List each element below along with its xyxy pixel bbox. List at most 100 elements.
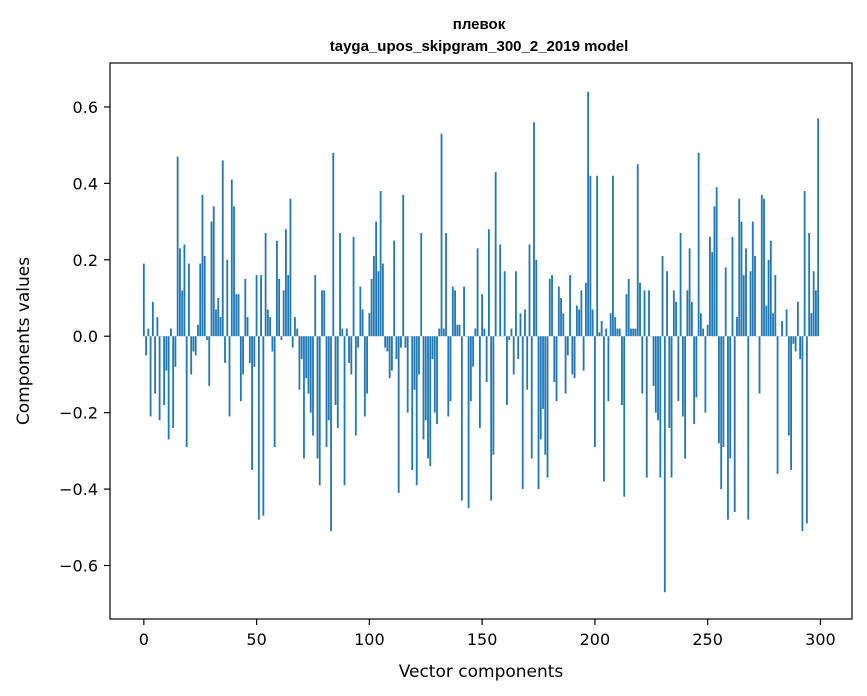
- bar: [722, 336, 725, 448]
- x-tick-label: 200: [580, 630, 611, 649]
- y-tick-label: 0.2: [73, 251, 98, 270]
- bar: [641, 336, 644, 394]
- bar: [544, 336, 547, 455]
- bar: [754, 255, 756, 337]
- x-tick-label: 250: [692, 630, 723, 649]
- bar: [303, 336, 305, 459]
- bar: [796, 301, 799, 337]
- bar: [458, 324, 461, 337]
- bar: [478, 336, 481, 428]
- bar: [767, 259, 770, 337]
- bar: [330, 336, 332, 532]
- bar: [431, 336, 434, 360]
- bar: [379, 191, 382, 337]
- bar: [185, 336, 188, 448]
- bar: [792, 336, 795, 344]
- bar: [738, 198, 741, 337]
- bar: [469, 336, 472, 402]
- bar: [593, 336, 596, 448]
- bar: [672, 290, 675, 337]
- bar: [760, 194, 763, 337]
- bar: [237, 294, 240, 337]
- bar: [654, 336, 657, 413]
- bar: [260, 275, 262, 337]
- bar: [713, 206, 716, 337]
- bar: [460, 336, 463, 501]
- bar: [262, 336, 265, 516]
- bar: [612, 175, 614, 337]
- bar: [609, 313, 612, 337]
- bar: [415, 336, 418, 486]
- bar: [318, 336, 321, 486]
- bar: [359, 286, 362, 337]
- bar: [476, 248, 479, 337]
- bar: [145, 336, 147, 356]
- bar: [578, 309, 580, 337]
- bar: [510, 328, 513, 337]
- bar: [269, 317, 272, 337]
- bar: [208, 336, 211, 386]
- bar: [440, 133, 443, 337]
- bar: [580, 290, 583, 337]
- y-tick-label: −0.6: [59, 557, 98, 576]
- bar: [163, 336, 166, 405]
- bar: [316, 336, 319, 459]
- bar: [287, 275, 290, 337]
- bar-series: [142, 91, 820, 593]
- bar: [546, 336, 549, 478]
- bar: [812, 271, 815, 337]
- bar: [704, 336, 707, 413]
- bar: [190, 336, 193, 375]
- bar: [266, 309, 269, 337]
- bar: [251, 336, 253, 470]
- bar: [490, 336, 493, 501]
- bar: [352, 236, 355, 337]
- bar: [553, 336, 556, 383]
- bar: [659, 336, 662, 478]
- bar: [745, 248, 747, 337]
- bar: [321, 290, 323, 337]
- bar: [575, 305, 578, 337]
- bar: [603, 336, 605, 482]
- bar: [699, 313, 702, 337]
- bar: [702, 328, 705, 337]
- y-tick-label: 0.6: [73, 98, 98, 117]
- chart-title-line2: tayga_upos_skipgram_300_2_2019 model: [330, 38, 629, 55]
- bar: [584, 282, 587, 337]
- bar: [623, 336, 626, 497]
- bar: [377, 271, 380, 337]
- bar: [206, 336, 208, 341]
- bar: [600, 320, 603, 337]
- bar: [217, 298, 220, 337]
- bar: [418, 336, 420, 375]
- bar: [485, 336, 488, 383]
- bar: [156, 317, 159, 337]
- bar: [542, 336, 544, 409]
- bar: [666, 271, 668, 337]
- bar: [670, 336, 673, 478]
- bar: [526, 336, 529, 390]
- bar: [765, 305, 768, 337]
- bar: [370, 278, 373, 337]
- bar: [201, 194, 204, 337]
- bar: [763, 198, 765, 337]
- bar: [573, 336, 576, 379]
- bar: [499, 244, 502, 337]
- bar: [711, 252, 714, 337]
- bar: [372, 255, 375, 337]
- x-tick-label: 300: [805, 630, 836, 649]
- x-tick-label: 150: [467, 630, 498, 649]
- bar: [715, 187, 718, 337]
- bar: [679, 233, 682, 337]
- bar: [564, 336, 567, 394]
- bar: [483, 328, 486, 337]
- bar: [246, 317, 249, 337]
- bar: [397, 336, 400, 493]
- bar: [742, 275, 745, 337]
- bar: [697, 152, 700, 337]
- y-tick-label: −0.2: [59, 404, 98, 423]
- bar: [456, 324, 459, 337]
- x-tick-label: 0: [139, 630, 149, 649]
- bar: [472, 336, 474, 367]
